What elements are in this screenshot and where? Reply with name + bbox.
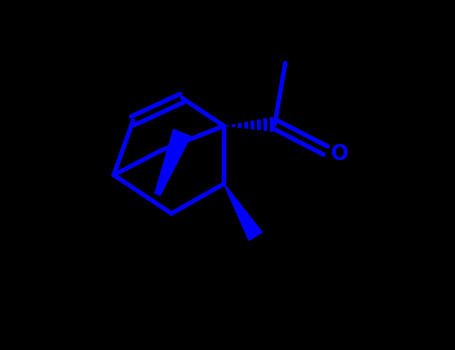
Polygon shape bbox=[155, 130, 191, 195]
Polygon shape bbox=[224, 184, 262, 240]
Text: O: O bbox=[331, 144, 349, 164]
